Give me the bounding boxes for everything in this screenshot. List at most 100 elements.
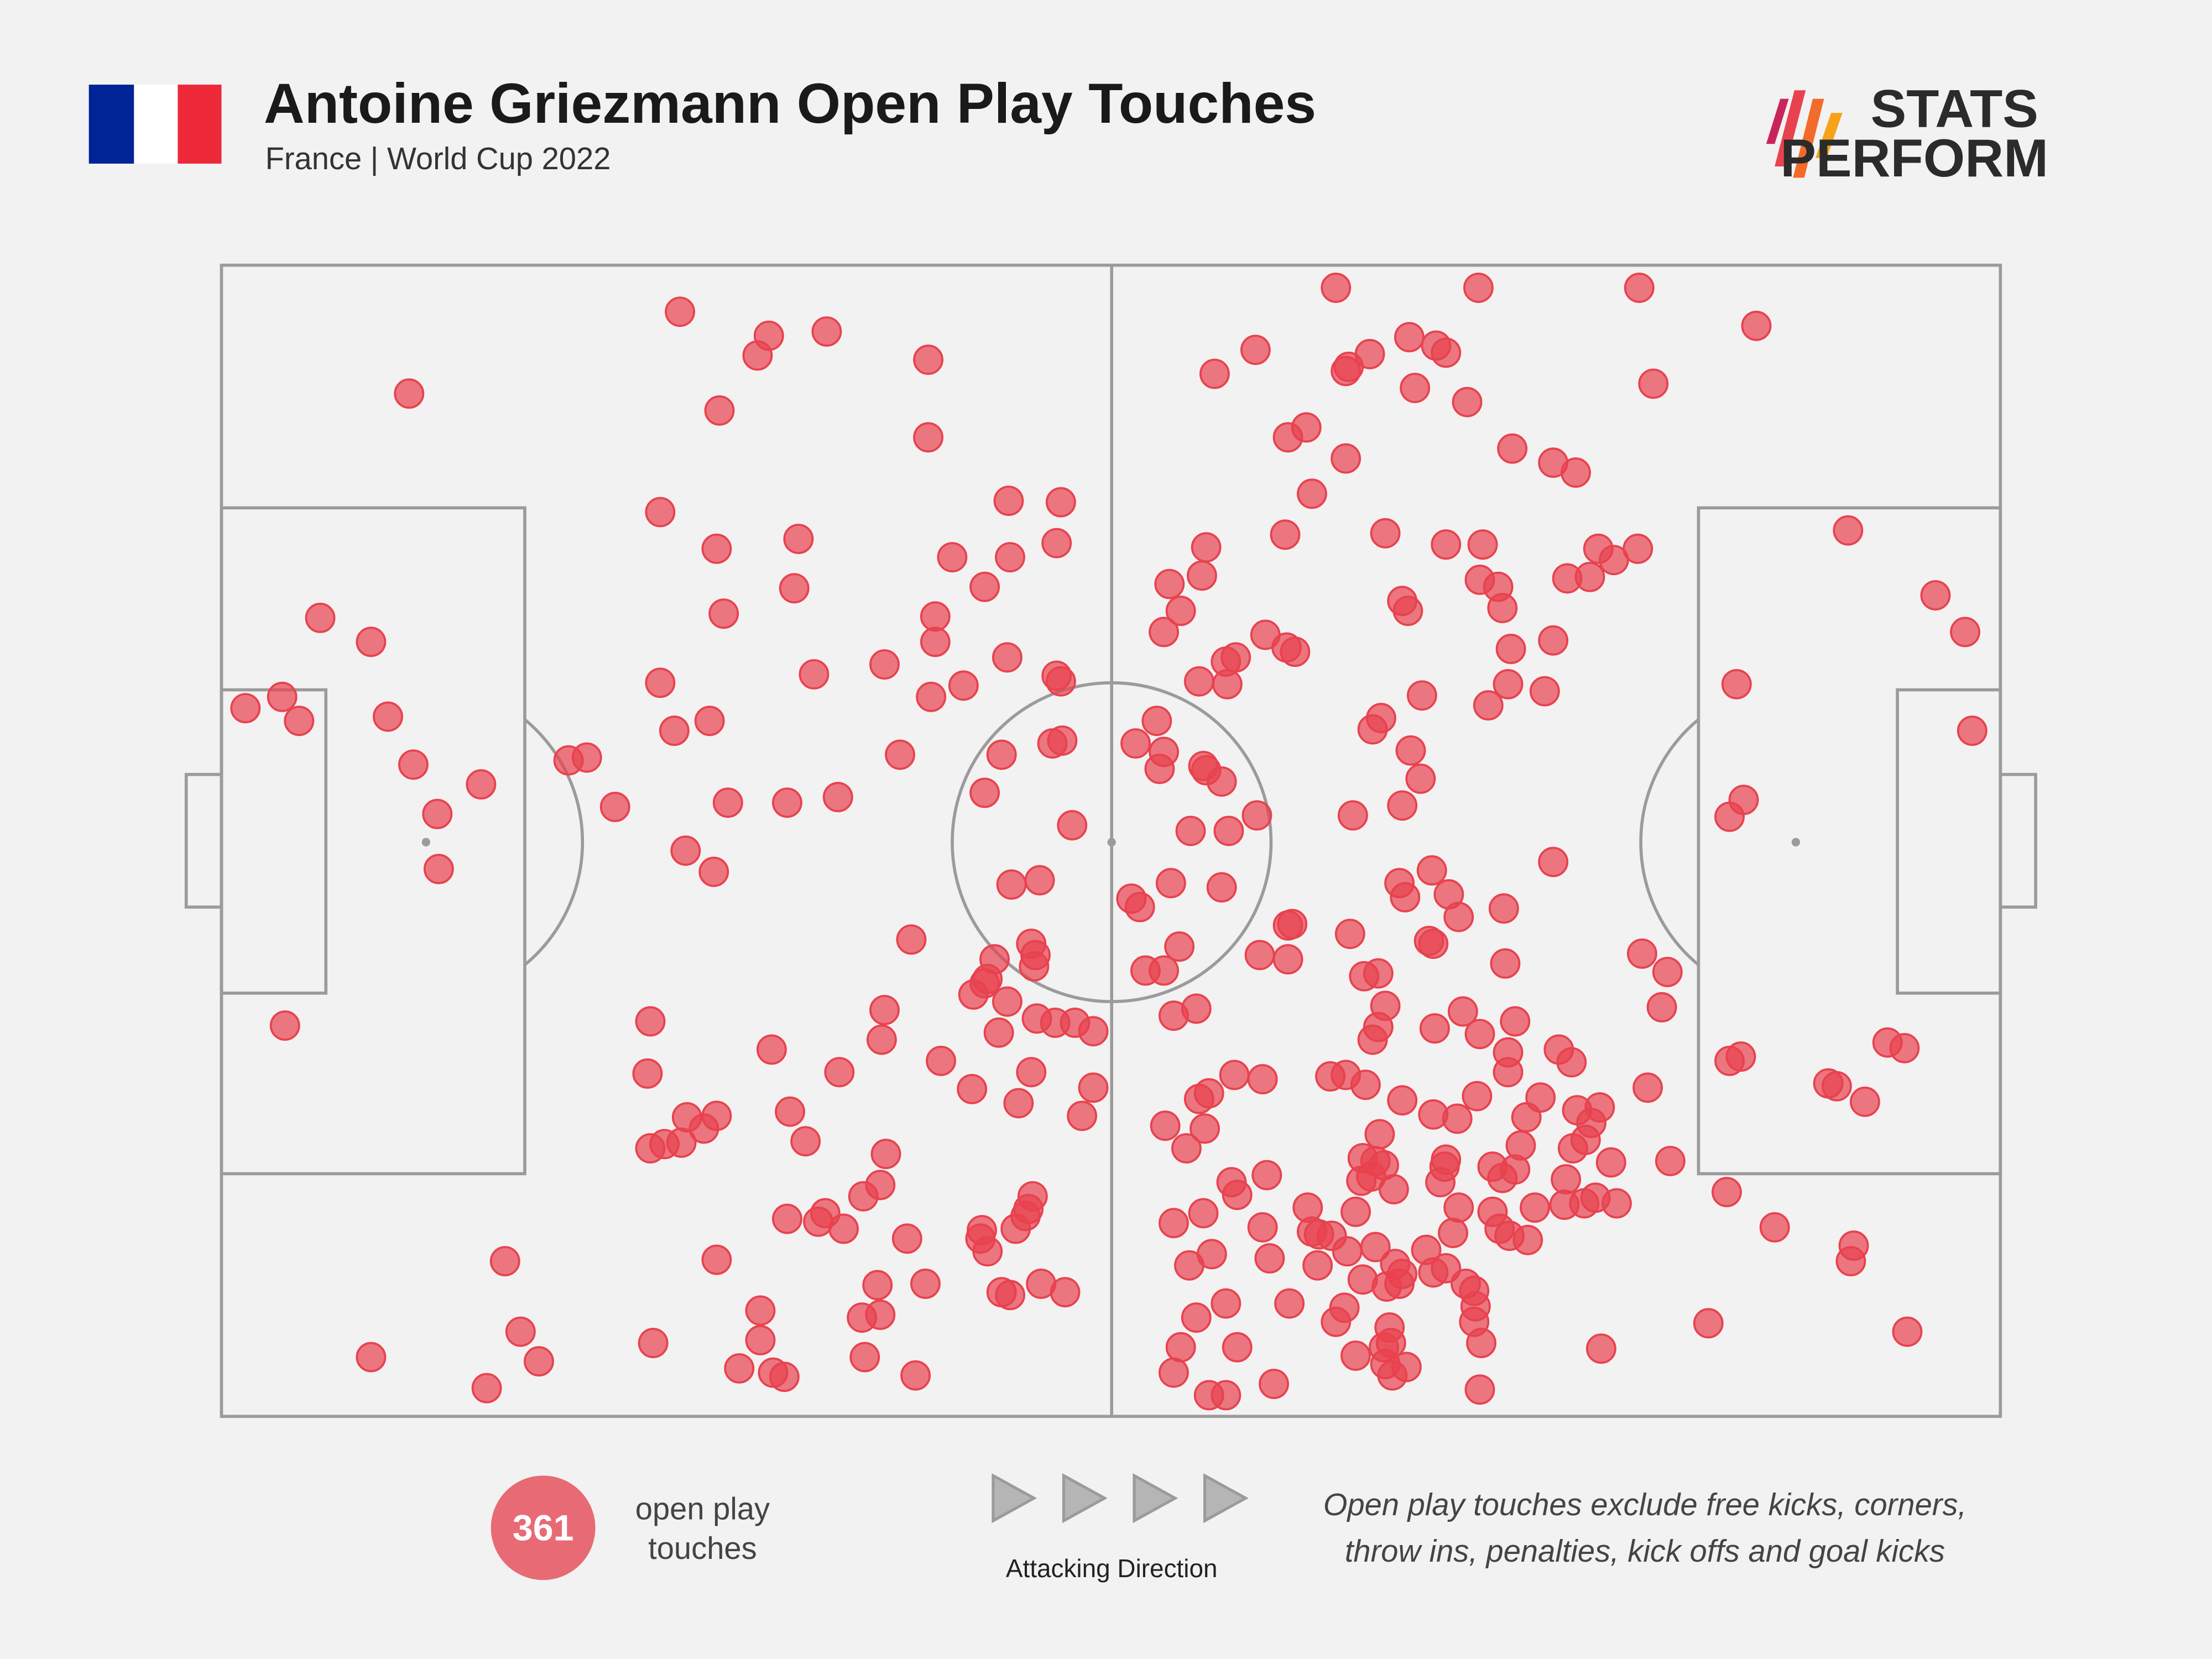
touch bbox=[849, 1342, 880, 1373]
touch bbox=[1950, 617, 1980, 648]
touch bbox=[1206, 766, 1237, 797]
touch bbox=[489, 1246, 520, 1277]
touch bbox=[1529, 676, 1560, 707]
touch bbox=[1019, 951, 1050, 982]
touch bbox=[1272, 910, 1303, 941]
touch bbox=[1889, 1032, 1920, 1063]
touch bbox=[645, 497, 676, 528]
touch bbox=[1438, 1218, 1468, 1249]
touch bbox=[1212, 669, 1243, 700]
touch bbox=[645, 667, 676, 698]
touch bbox=[356, 627, 387, 658]
touch bbox=[1392, 596, 1423, 627]
touch bbox=[869, 995, 900, 1025]
touch bbox=[972, 1236, 1003, 1267]
touch bbox=[969, 571, 1000, 602]
touch bbox=[694, 706, 725, 736]
touch bbox=[1219, 1060, 1250, 1091]
touch bbox=[1159, 1000, 1189, 1031]
touch bbox=[1251, 1160, 1282, 1191]
touch bbox=[1585, 1333, 1616, 1364]
touch bbox=[848, 1181, 879, 1212]
touch bbox=[1538, 625, 1569, 656]
touch bbox=[1378, 1174, 1409, 1204]
touch bbox=[1078, 1016, 1109, 1047]
touch bbox=[701, 1244, 732, 1275]
touch bbox=[704, 395, 735, 426]
touch bbox=[1078, 1072, 1109, 1103]
touch bbox=[1350, 1070, 1381, 1100]
touch bbox=[1211, 1288, 1241, 1319]
touch bbox=[1174, 1250, 1204, 1281]
touch bbox=[920, 627, 951, 658]
brand-line: PERFORM bbox=[1780, 128, 2048, 188]
touch bbox=[1321, 1306, 1352, 1337]
touch bbox=[1191, 532, 1222, 563]
touch bbox=[632, 1058, 663, 1089]
flag bbox=[88, 85, 222, 164]
touch bbox=[1920, 580, 1951, 611]
total-count: 361 bbox=[513, 1508, 574, 1549]
touch bbox=[1395, 735, 1426, 766]
touch bbox=[1721, 669, 1752, 700]
touch bbox=[910, 1269, 941, 1299]
touch bbox=[1213, 816, 1244, 846]
touch bbox=[1331, 443, 1361, 474]
touches bbox=[230, 272, 1987, 1411]
touch bbox=[1495, 634, 1526, 664]
touch bbox=[1442, 1103, 1473, 1134]
touch bbox=[1120, 728, 1151, 759]
touch bbox=[900, 1360, 931, 1391]
touch bbox=[969, 778, 1000, 808]
touch bbox=[866, 1024, 897, 1055]
touch bbox=[1357, 714, 1388, 745]
touch bbox=[1159, 1208, 1189, 1239]
touch bbox=[712, 787, 743, 818]
touch bbox=[916, 681, 947, 712]
touch bbox=[824, 1057, 855, 1088]
touch bbox=[230, 693, 261, 724]
touch bbox=[769, 1361, 800, 1392]
touch bbox=[267, 681, 298, 712]
touch bbox=[1850, 1086, 1880, 1117]
touch bbox=[799, 659, 830, 690]
touch bbox=[1057, 810, 1088, 841]
touch bbox=[1493, 669, 1524, 700]
chart-title: Antoine Griezmann Open Play Touches bbox=[264, 72, 1316, 135]
touch bbox=[1175, 816, 1206, 846]
touch bbox=[1149, 955, 1180, 986]
touch bbox=[1354, 338, 1385, 369]
touch bbox=[862, 1270, 893, 1301]
touch bbox=[524, 1346, 554, 1377]
touch bbox=[1464, 1019, 1495, 1050]
touch bbox=[948, 670, 979, 701]
touch bbox=[1171, 1133, 1202, 1164]
touch bbox=[772, 1203, 802, 1234]
total-label: open play bbox=[635, 1491, 770, 1526]
touch bbox=[1357, 1024, 1388, 1055]
touch bbox=[670, 835, 701, 866]
touch bbox=[1400, 373, 1431, 403]
touch bbox=[1556, 1047, 1587, 1078]
touch bbox=[688, 1113, 719, 1144]
touch bbox=[1394, 322, 1425, 353]
touch bbox=[1601, 1188, 1632, 1219]
touch bbox=[1334, 919, 1365, 950]
note-line: Open play touches exclude free kicks, co… bbox=[1323, 1487, 1966, 1522]
touch bbox=[1405, 763, 1436, 794]
touch bbox=[1222, 1332, 1253, 1363]
touch bbox=[926, 1045, 956, 1076]
touch bbox=[1154, 568, 1185, 599]
touch bbox=[1003, 1088, 1034, 1119]
touch bbox=[891, 1223, 922, 1254]
touch bbox=[995, 542, 1025, 573]
touch bbox=[356, 1342, 387, 1373]
touch bbox=[1638, 368, 1669, 399]
touch bbox=[1222, 1180, 1253, 1211]
touch bbox=[1159, 1357, 1189, 1388]
touch bbox=[1714, 801, 1745, 832]
touch bbox=[1206, 872, 1237, 903]
touch bbox=[1626, 938, 1657, 969]
touch bbox=[1384, 1269, 1415, 1299]
